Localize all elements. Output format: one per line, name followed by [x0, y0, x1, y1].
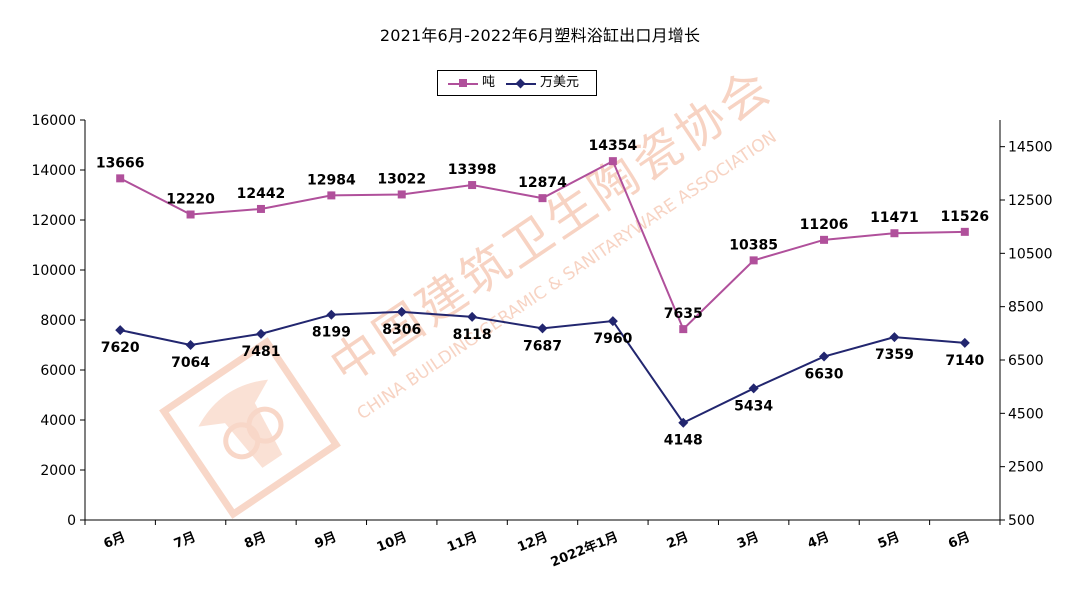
- y-tick-label-left: 4000: [40, 413, 76, 429]
- data-label-usd: 7140: [945, 353, 984, 369]
- x-tick-label: 6月: [102, 530, 128, 552]
- watermark-logo: [159, 337, 341, 519]
- point-tons: [186, 210, 195, 219]
- data-label-usd: 7960: [593, 331, 632, 347]
- data-label-usd: 7687: [523, 338, 562, 354]
- y-tick-label-right: 12500: [1008, 193, 1053, 209]
- x-tick-label: 9月: [313, 530, 339, 552]
- x-tick-label: 11月: [445, 530, 479, 556]
- x-tick-label: 4月: [805, 530, 831, 552]
- data-label-usd: 4148: [664, 433, 703, 449]
- y-tick-label-right: 6500: [1008, 353, 1044, 369]
- data-label-tons: 13022: [377, 171, 426, 187]
- watermark-logo-frame: [159, 337, 341, 519]
- data-label-tons: 12442: [237, 186, 286, 202]
- data-label-tons: 11526: [940, 209, 989, 225]
- y-tick-label-left: 16000: [31, 113, 76, 129]
- y-tick-label-left: 10000: [31, 263, 76, 279]
- legend-label-tons: 吨: [482, 75, 496, 90]
- data-label-tons: 12874: [518, 175, 567, 191]
- y-tick-label-left: 6000: [40, 363, 76, 379]
- data-label-usd: 7481: [241, 344, 280, 360]
- point-tons: [116, 174, 125, 183]
- data-label-tons: 12220: [166, 192, 215, 208]
- point-usd: [396, 306, 407, 317]
- point-usd: [326, 309, 337, 320]
- y-tick-label-right: 14500: [1008, 140, 1053, 156]
- y-tick-label-right: 8500: [1008, 300, 1044, 316]
- x-tick-label: 7月: [172, 530, 198, 552]
- data-label-usd: 8118: [453, 327, 492, 343]
- x-tick-label: 12月: [516, 530, 550, 556]
- data-label-usd: 5434: [734, 398, 773, 414]
- point-usd: [467, 311, 478, 322]
- point-tons: [327, 191, 336, 200]
- legend-label-usd: 万美元: [540, 75, 580, 90]
- point-tons: [468, 181, 477, 190]
- series-group: [115, 157, 970, 428]
- y-tick-label-right: 2500: [1008, 460, 1044, 476]
- data-labels: 13666 12220 12442 12984 13022 13398 12874 14354…: [96, 138, 989, 449]
- data-label-usd: 7620: [101, 340, 140, 356]
- point-tons: [820, 235, 829, 244]
- y-tick-label-left: 2000: [40, 463, 76, 479]
- point-tons: [679, 325, 688, 334]
- y-tick-label-left: 8000: [40, 313, 76, 329]
- point-usd: [185, 339, 196, 350]
- legend-marker-square: [459, 79, 467, 87]
- legend: 吨 万美元: [437, 70, 597, 96]
- x-tick-label: 3月: [735, 530, 761, 552]
- data-label-tons: 12984: [307, 172, 356, 188]
- point-usd: [678, 417, 689, 428]
- x-tick-label: 2月: [665, 530, 691, 552]
- point-usd: [537, 323, 548, 334]
- point-usd: [115, 325, 126, 336]
- data-label-usd: 7064: [171, 355, 210, 371]
- point-usd: [255, 328, 266, 339]
- point-usd: [748, 383, 759, 394]
- x-tick-label: 10月: [375, 530, 409, 556]
- point-tons: [256, 204, 265, 213]
- point-usd: [607, 316, 618, 327]
- point-usd: [959, 337, 970, 348]
- point-tons: [890, 229, 899, 238]
- data-label-tons: 11471: [870, 210, 919, 226]
- y-tick-label-left: 14000: [31, 163, 76, 179]
- y-tick-label-left: 12000: [31, 213, 76, 229]
- point-tons: [608, 157, 617, 166]
- data-label-tons: 7635: [664, 306, 703, 322]
- data-label-tons: 13398: [448, 162, 497, 178]
- point-tons: [749, 256, 758, 265]
- y-tick-label-right: 4500: [1008, 406, 1044, 422]
- data-label-tons: 14354: [589, 138, 638, 154]
- point-tons: [960, 227, 969, 236]
- watermark-logo-ring-left: [223, 422, 261, 460]
- data-label-tons: 13666: [96, 155, 145, 171]
- data-label-tons: 10385: [729, 237, 778, 253]
- y-tick-label-right: 10500: [1008, 246, 1053, 262]
- point-usd: [819, 351, 830, 362]
- x-tick-label: 5月: [876, 530, 902, 552]
- data-label-usd: 7359: [875, 347, 914, 363]
- data-label-usd: 6630: [805, 367, 844, 383]
- point-tons: [397, 190, 406, 199]
- x-tick-label: 2022年1月: [548, 529, 620, 571]
- data-label-tons: 11206: [800, 217, 849, 233]
- data-label-usd: 8306: [382, 322, 421, 338]
- point-tons: [538, 194, 547, 203]
- watermark-logo-ring-right: [246, 406, 284, 444]
- y-tick-label-left: 0: [67, 513, 76, 529]
- data-label-usd: 8199: [312, 325, 351, 341]
- x-tick-label: 8月: [242, 530, 268, 552]
- point-usd: [889, 332, 900, 343]
- x-tick-label: 6月: [946, 530, 972, 552]
- y-tick-label-right: 500: [1008, 513, 1035, 529]
- chart-title: 2021年6月-2022年6月塑料浴缸出口月增长: [379, 26, 701, 45]
